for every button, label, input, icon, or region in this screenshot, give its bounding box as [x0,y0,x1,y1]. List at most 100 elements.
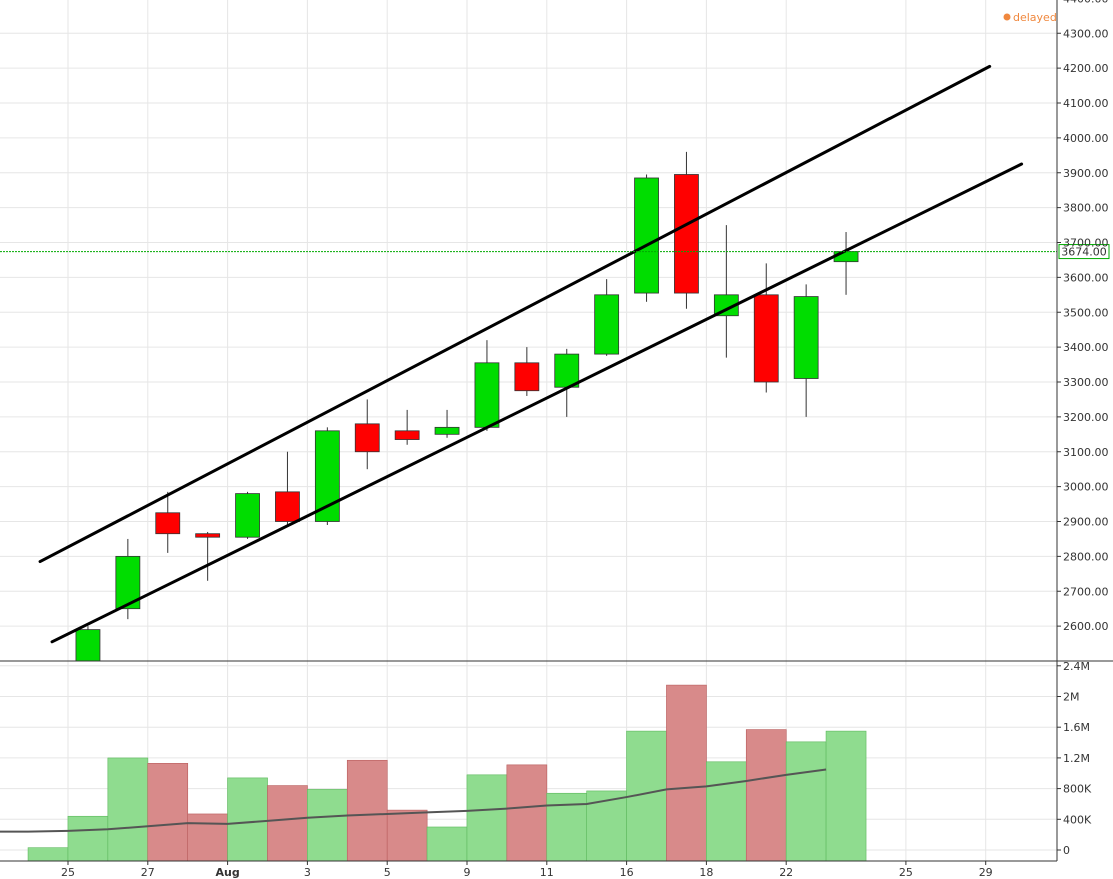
date-tick-label: 22 [779,866,793,879]
date-tick-label: 25 [61,866,75,879]
price-tick-label: 2900.00 [1063,516,1109,529]
candlesticks [75,151,859,661]
price-tick-label: 2700.00 [1063,585,1109,598]
last-price-label: 3674.00 [1061,246,1107,259]
last-price-box [1058,244,1110,260]
volume-bar [67,815,109,862]
volume-bar [785,741,827,862]
candle [155,491,181,553]
price-tick-label: 2800.00 [1063,550,1109,563]
candle [554,348,580,417]
volume-bar [706,761,747,862]
volume-bar [666,684,707,862]
candle-body [554,353,580,388]
volume-ma-line [0,768,827,833]
price-tick-label: 3500.00 [1063,306,1109,319]
volume-bar [466,774,508,862]
volume-tick-label: 0 [1063,844,1070,857]
price-grid [0,0,1057,661]
price-tick-label: 4100.00 [1063,97,1109,110]
price-tick-label: 3700.00 [1063,237,1109,250]
volume-tick-label: 800K [1063,783,1092,796]
volume-bar [506,764,548,862]
candle [394,409,420,445]
candle [235,491,260,539]
candle [713,225,739,358]
date-tick-label: 25 [899,866,913,879]
candle-body [674,174,699,294]
volume-bars [27,684,867,862]
date-tick-label: 5 [384,866,391,879]
candle [674,151,699,309]
candle [75,626,101,661]
candle-body [474,362,500,428]
price-tick-label: 2600.00 [1063,620,1109,633]
price-tick-label: 3000.00 [1063,481,1109,494]
volume-tick-label: 2M [1063,691,1080,704]
volume-bar [227,777,268,862]
volume-bar [27,847,69,862]
price-tick-label: 4200.00 [1063,62,1109,75]
last-price-line: 3674.00 [0,244,1110,260]
date-tick-label: 9 [464,866,471,879]
candle-body [434,426,460,435]
price-tick-label: 3400.00 [1063,341,1109,354]
volume-tick-label: 2.4M [1063,660,1090,673]
candle-body [514,362,540,392]
price-tick-label: 3300.00 [1063,376,1109,389]
volume-axis-labels: 0 400K 800K 1.2M 1.6M 2M 2.4M [1057,660,1092,857]
trendline-upper [38,64,992,564]
status-dot [1003,13,1011,21]
candle [634,174,659,302]
date-axis-labels: 25 27 Aug 3 5 9 11 16 18 22 25 29 [61,861,993,879]
date-tick-label: 16 [620,866,634,879]
volume-moving-average [0,768,827,833]
trendline-lower [50,162,1024,644]
price-tick-label: 3900.00 [1063,167,1109,180]
candle [434,409,460,438]
price-tick-label: 3800.00 [1063,202,1109,215]
candle [753,263,779,393]
candle-body [314,430,340,522]
candle [514,347,540,396]
candle-body [235,493,260,538]
date-tick-label: 11 [540,866,554,879]
candle-body [793,296,819,379]
volume-bar [267,785,308,862]
candle-body [75,629,101,661]
trendlines [38,64,1024,644]
status-indicator: delayed [1003,11,1057,24]
price-tick-label: 4300.00 [1063,27,1109,40]
price-tick-label: 3100.00 [1063,446,1109,459]
volume-bar [147,763,189,862]
volume-bar [346,759,388,862]
candle-body [634,177,659,294]
volume-tick-label: 400K [1063,813,1092,826]
date-tick-label: 3 [304,866,311,879]
date-tick-label: 27 [141,866,155,879]
candle-body [275,491,300,522]
date-tick-label: 29 [979,866,993,879]
candle-body [394,430,420,440]
volume-bar [825,730,867,862]
date-tick-label: Aug [215,866,239,879]
volume-tick-label: 1.2M [1063,752,1090,765]
price-tick-label: 3200.00 [1063,411,1109,424]
volume-bar [307,789,348,862]
candle [275,451,300,525]
candle-body [195,533,221,538]
volume-bar [187,813,228,862]
volume-bar [426,826,468,862]
candle [594,279,620,356]
date-tick-label: 18 [699,866,713,879]
candle-body [753,294,779,383]
price-tick-label: 3600.00 [1063,271,1109,284]
price-tick-label: 4400.00 [1063,0,1109,5]
candle [195,531,221,581]
candle [793,284,819,417]
candle-body [155,512,181,535]
volume-tick-label: 1.6M [1063,721,1090,734]
volume-bar [386,809,428,862]
